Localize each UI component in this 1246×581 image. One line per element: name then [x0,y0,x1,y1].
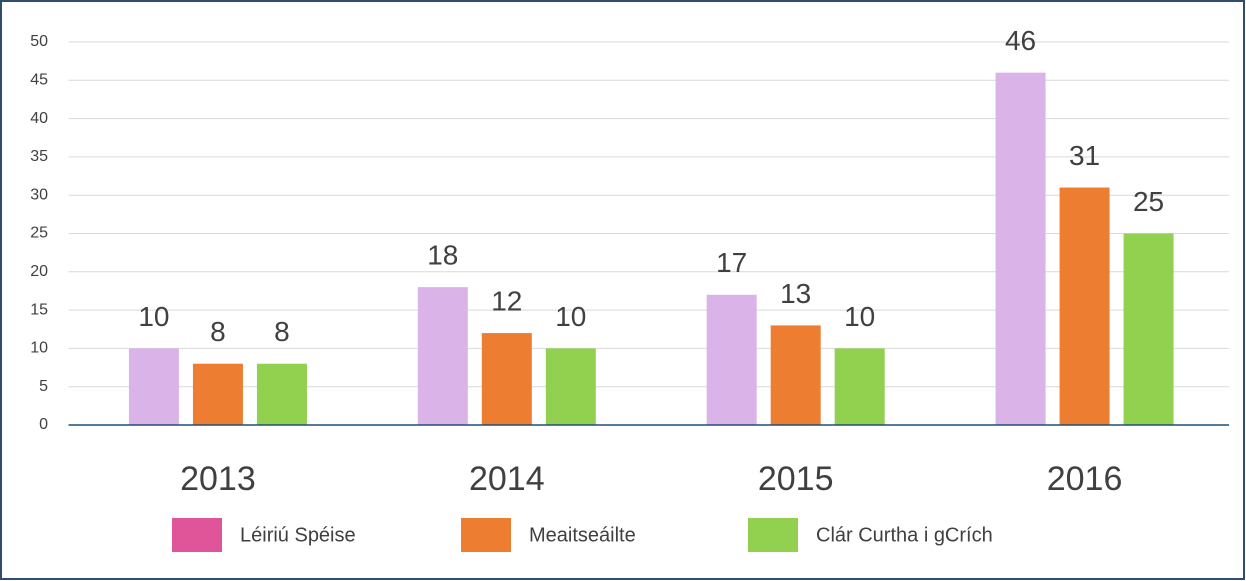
bar [995,72,1046,425]
bar [770,325,821,425]
value-label: 12 [491,285,522,316]
bar [1059,187,1110,425]
y-tick-label: 50 [30,33,48,50]
y-tick-label: 5 [39,378,48,395]
value-label: 10 [138,301,169,332]
legend-label: Léiriú Spéise [240,524,356,546]
x-tick-label: 2014 [469,460,545,498]
y-tick-label: 15 [30,301,48,318]
value-label: 10 [555,301,586,332]
y-tick-label: 40 [30,110,48,127]
y-tick-label: 45 [30,72,48,89]
value-label: 8 [210,316,226,347]
bar [481,333,532,425]
y-tick-label: 25 [30,225,48,242]
value-label: 8 [274,316,290,347]
bar [417,287,468,425]
bar [834,348,885,425]
y-tick-label: 0 [39,416,48,433]
bar [192,363,243,425]
legend-label: Meaitseáilte [529,524,636,546]
value-label: 13 [780,278,811,309]
value-label: 17 [716,247,747,278]
x-tick-label: 2015 [758,460,834,498]
legend-swatch [748,518,798,552]
value-label: 18 [427,240,458,271]
x-tick-label: 2013 [180,460,256,498]
value-label: 10 [844,301,875,332]
y-tick-label: 10 [30,340,48,357]
bar [1123,233,1174,425]
y-tick-label: 35 [30,148,48,165]
x-tick-label: 2016 [1047,460,1123,498]
bar [256,363,307,425]
y-tick-label: 30 [30,186,48,203]
legend-swatch [172,518,222,552]
bar [128,348,179,425]
y-tick-label: 20 [30,263,48,280]
value-label: 25 [1133,186,1164,217]
value-label: 31 [1069,140,1100,171]
bar [706,294,757,425]
legend-swatch [461,518,511,552]
bar [545,348,596,425]
legend-label: Clár Curtha i gCrích [816,524,993,546]
value-label: 46 [1005,25,1036,56]
